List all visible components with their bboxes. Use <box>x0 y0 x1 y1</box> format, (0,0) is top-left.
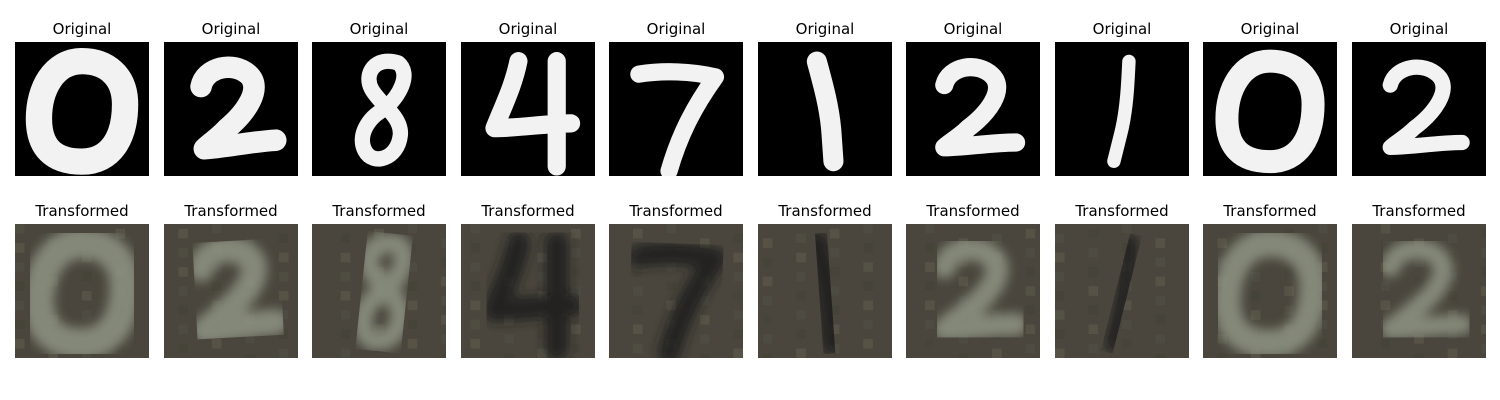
transformed-digit-image <box>1352 224 1486 358</box>
transformed-digit-image <box>15 224 149 358</box>
transformed-digit-image <box>609 224 743 358</box>
transformed-caption: Transformed <box>1322 202 1500 220</box>
original-digit-image <box>758 42 892 176</box>
original-digit-image <box>15 42 149 176</box>
original-digit-image <box>1055 42 1189 176</box>
transformed-digit-image <box>461 224 595 358</box>
transformed-digit-image <box>1055 224 1189 358</box>
original-digit-image <box>1203 42 1337 176</box>
original-digit-image <box>164 42 298 176</box>
original-digit-image <box>1352 42 1486 176</box>
original-digit-image <box>906 42 1040 176</box>
original-caption: Original <box>1322 20 1500 38</box>
transformed-digit-image <box>1203 224 1337 358</box>
original-digit-image <box>461 42 595 176</box>
original-digit-image <box>312 42 446 176</box>
transformed-digit-image <box>758 224 892 358</box>
transformed-digit-image <box>164 224 298 358</box>
transformed-digit-image <box>906 224 1040 358</box>
original-digit-image <box>609 42 743 176</box>
transformed-digit-image <box>312 224 446 358</box>
